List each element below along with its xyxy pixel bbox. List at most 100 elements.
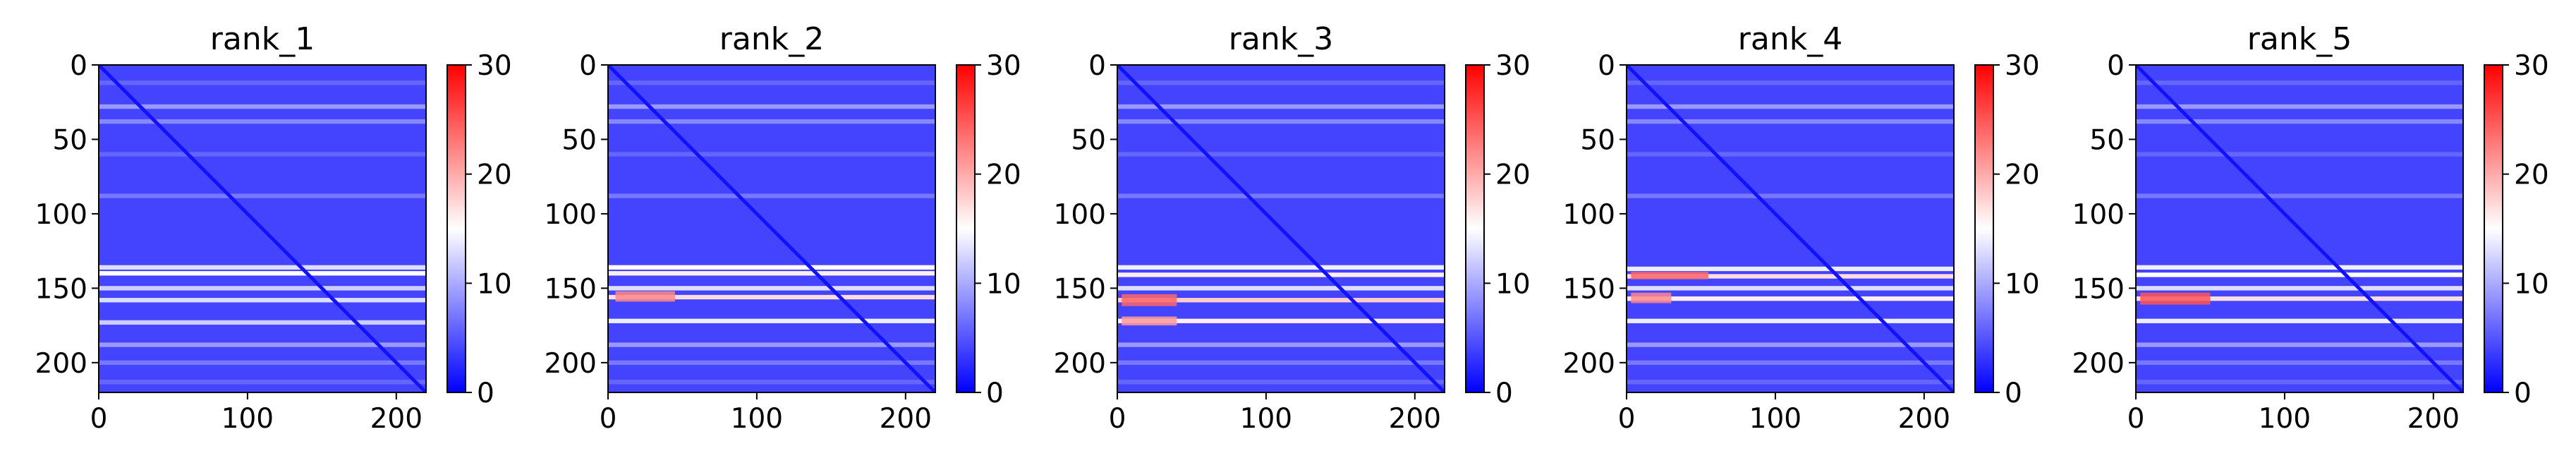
heatmap-band xyxy=(1627,152,1954,157)
panel-title: rank_3 xyxy=(1229,21,1333,57)
colorbar-tick-label: 30 xyxy=(2005,50,2040,82)
heatmap-band xyxy=(1627,342,1954,347)
x-tick-label: 200 xyxy=(880,403,932,435)
heatmap-band xyxy=(2136,318,2463,323)
y-tick-label: 100 xyxy=(2072,199,2125,231)
heatmap-band xyxy=(1627,80,1954,85)
colorbar-tick-label: 30 xyxy=(986,50,1021,82)
heatmap-band xyxy=(608,294,935,300)
heatmap-band xyxy=(1627,119,1954,124)
heatmap-diagonal xyxy=(99,65,426,392)
y-tick-label: 0 xyxy=(2107,50,2125,82)
colorbar-tick-label: 20 xyxy=(2005,160,2040,191)
y-tick-label: 200 xyxy=(35,348,87,380)
heatmap-band xyxy=(608,360,935,365)
heatmap-band xyxy=(1117,342,1445,347)
heatmap-band xyxy=(2136,360,2463,365)
heatmap-band xyxy=(1117,104,1445,109)
heatmap-diagonal xyxy=(1117,65,1445,392)
heatmap-band xyxy=(1117,298,1445,303)
heatmap-cells xyxy=(99,65,426,392)
colorbar xyxy=(1465,64,1485,393)
heatmap-band xyxy=(608,193,935,198)
colorbar-tick-label: 20 xyxy=(2514,160,2549,191)
heatmap-hotspot xyxy=(1122,294,1177,306)
colorbar-tick-label: 20 xyxy=(1495,160,1531,191)
heatmap-band xyxy=(99,104,426,109)
heatmap-hotspot xyxy=(1122,316,1177,326)
colorbar xyxy=(1974,64,1994,393)
y-tick-label: 200 xyxy=(545,348,597,380)
y-tick-label: 150 xyxy=(1563,273,1615,305)
plot-frame xyxy=(98,64,427,393)
y-tick-label: 100 xyxy=(35,199,87,231)
heatmap-band xyxy=(99,286,426,291)
heatmap-cells xyxy=(608,65,935,392)
x-tick-label: 100 xyxy=(731,403,783,435)
colorbar-tick-label: 0 xyxy=(1495,378,1513,409)
heatmap-band xyxy=(2136,380,2463,385)
heatmap-band xyxy=(2136,286,2463,291)
heatmap-diagonal xyxy=(2136,65,2463,392)
heatmap-band xyxy=(1627,360,1954,365)
x-tick-label: 100 xyxy=(1240,403,1292,435)
x-tick-label: 0 xyxy=(1109,403,1126,435)
heatmap-band xyxy=(2136,296,2463,301)
heatmap-cells xyxy=(2136,65,2463,392)
x-tick-label: 200 xyxy=(1389,403,1441,435)
colorbar-tick-label: 30 xyxy=(477,50,512,82)
panel-title: rank_2 xyxy=(719,21,824,57)
y-tick-label: 50 xyxy=(1071,124,1106,156)
heatmap-band xyxy=(608,271,935,276)
colorbar-tick-label: 30 xyxy=(2514,50,2549,82)
y-tick-label: 200 xyxy=(2072,348,2125,380)
y-tick-label: 50 xyxy=(561,124,597,156)
heatmap-band xyxy=(1117,152,1445,157)
heatmap-band xyxy=(608,104,935,109)
plot-frame xyxy=(1117,64,1445,393)
heatmap-band xyxy=(608,80,935,85)
heatmap-band xyxy=(1627,266,1954,272)
y-tick-label: 50 xyxy=(52,124,87,156)
heatmap-band xyxy=(99,80,426,85)
plot-frame xyxy=(1626,64,1955,393)
heatmap-cells xyxy=(1627,65,1954,392)
colorbar-tick-label: 10 xyxy=(2005,268,2040,300)
colorbar-tick-label: 0 xyxy=(2514,378,2532,409)
colorbar-tick-label: 10 xyxy=(477,268,512,300)
heatmap-band xyxy=(2136,193,2463,198)
heatmap-band xyxy=(1117,380,1445,385)
heatmap-band xyxy=(608,265,935,270)
heatmap-band xyxy=(99,342,426,347)
x-tick-label: 0 xyxy=(1618,403,1636,435)
colorbar-tick-label: 0 xyxy=(2005,378,2022,409)
y-tick-label: 0 xyxy=(70,50,87,82)
x-tick-label: 0 xyxy=(600,403,617,435)
heatmap-band xyxy=(99,152,426,157)
heatmap-band xyxy=(99,271,426,276)
heatmap-band xyxy=(1627,318,1954,323)
colorbar-tick-label: 0 xyxy=(477,378,494,409)
y-tick-label: 150 xyxy=(35,273,87,305)
heatmap-band xyxy=(1627,274,1954,279)
y-tick-label: 150 xyxy=(2072,273,2125,305)
x-tick-label: 100 xyxy=(2259,403,2311,435)
y-tick-label: 50 xyxy=(2089,124,2125,156)
heatmap-hotspot xyxy=(1631,292,1672,303)
heatmap-band xyxy=(99,360,426,365)
heatmap-band xyxy=(2136,272,2463,277)
y-tick-label: 100 xyxy=(545,199,597,231)
y-tick-label: 200 xyxy=(1563,348,1615,380)
heatmap-band xyxy=(608,119,935,124)
heatmap-band xyxy=(1627,104,1954,109)
x-tick-label: 200 xyxy=(370,403,423,435)
heatmap-diagonal xyxy=(608,65,935,392)
heatmap-band xyxy=(608,152,935,157)
heatmap-band xyxy=(99,298,426,303)
y-tick-label: 100 xyxy=(1563,199,1615,231)
heatmap-band xyxy=(608,380,935,385)
